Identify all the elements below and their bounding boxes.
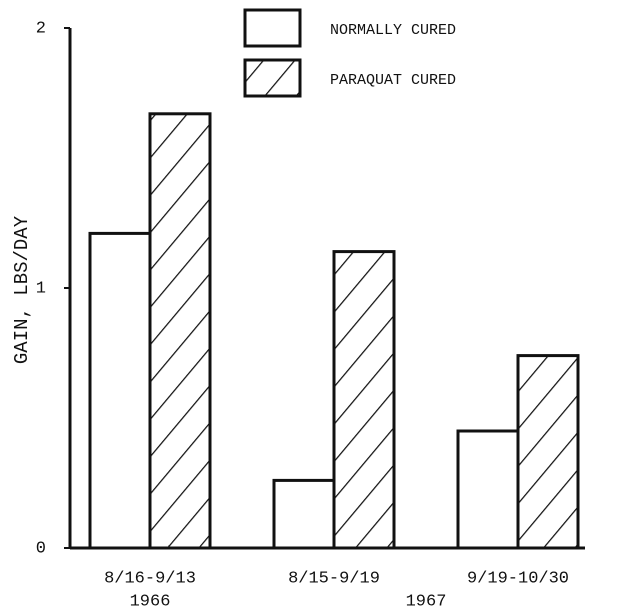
- legend-swatch: [243, 58, 302, 98]
- x-tick-label: 8/15-9/19: [288, 569, 380, 588]
- y-tick-label: 0: [36, 539, 46, 558]
- bar: [272, 478, 336, 550]
- y-tick-label: 2: [36, 19, 46, 38]
- legend-swatch: [243, 8, 302, 48]
- group-label: 1967: [406, 592, 447, 611]
- y-axis-label: GAIN, LBS/DAY: [11, 215, 33, 364]
- bar: [332, 250, 396, 550]
- x-tick-label: 8/16-9/13: [104, 569, 196, 588]
- legend-label: NORMALLY CURED: [330, 22, 456, 39]
- group-label: 1966: [130, 592, 171, 611]
- bar: [516, 354, 580, 550]
- legend-label: PARAQUAT CURED: [330, 72, 456, 89]
- y-tick-label: 1: [36, 279, 46, 298]
- bar: [148, 112, 212, 550]
- x-tick-label: 9/19-10/30: [467, 569, 569, 588]
- bar: [456, 429, 520, 550]
- bar: [88, 231, 152, 550]
